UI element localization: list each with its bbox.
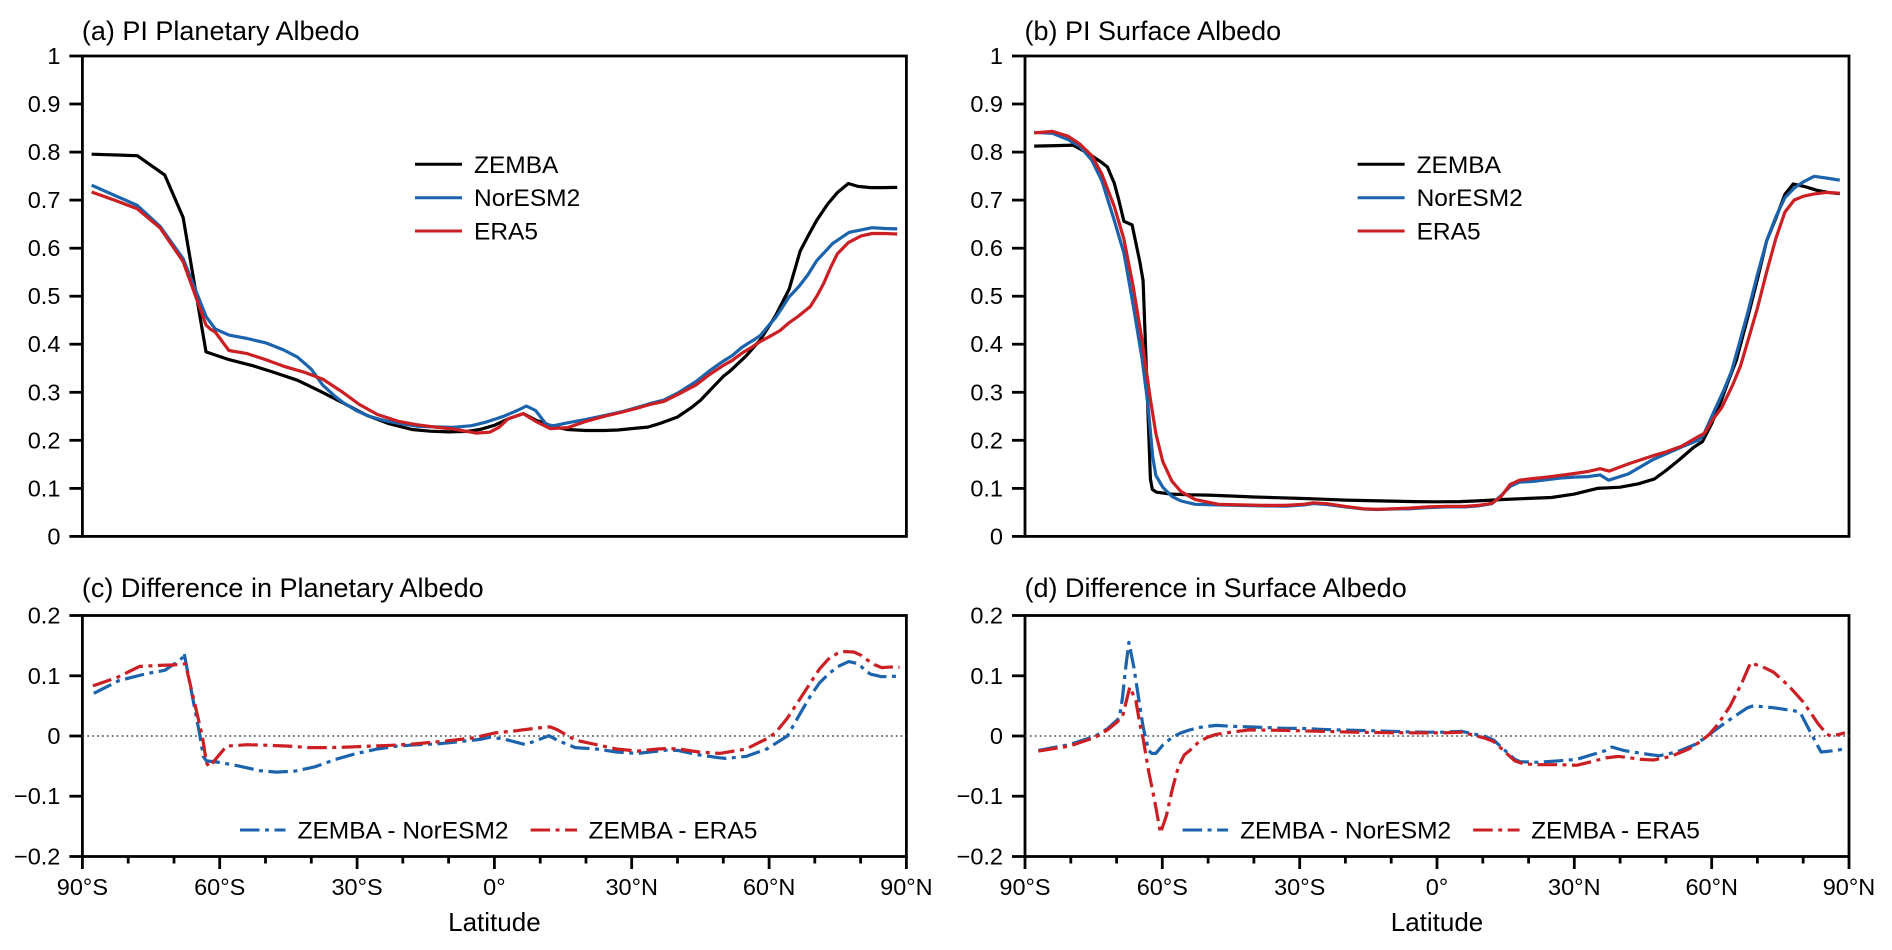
svg-text:0.5: 0.5 [970, 283, 1003, 309]
svg-text:90°S: 90°S [57, 874, 108, 900]
svg-text:90°S: 90°S [999, 874, 1050, 900]
svg-text:0.6: 0.6 [970, 235, 1003, 261]
svg-text:0.8: 0.8 [28, 139, 61, 165]
svg-text:0.9: 0.9 [970, 91, 1003, 117]
svg-text:ZEMBA: ZEMBA [1417, 152, 1502, 179]
svg-text:0: 0 [990, 523, 1003, 549]
svg-text:(c) Difference in Planetary Al: (c) Difference in Planetary Albedo [82, 573, 484, 603]
svg-text:0°: 0° [1426, 874, 1448, 900]
svg-text:0.1: 0.1 [28, 663, 61, 689]
svg-text:0.2: 0.2 [970, 603, 1003, 629]
svg-text:ZEMBA: ZEMBA [474, 152, 559, 179]
svg-text:ZEMBA - NorESM2: ZEMBA - NorESM2 [1240, 818, 1451, 845]
svg-text:0.8: 0.8 [970, 139, 1003, 165]
svg-text:NorESM2: NorESM2 [1417, 185, 1523, 212]
svg-text:ERA5: ERA5 [474, 219, 538, 246]
svg-text:0: 0 [990, 723, 1003, 749]
svg-text:0.3: 0.3 [28, 379, 61, 405]
svg-text:−0.1: −0.1 [14, 783, 60, 809]
svg-text:0: 0 [47, 723, 60, 749]
svg-text:(a) PI Planetary Albedo: (a) PI Planetary Albedo [82, 16, 360, 46]
svg-text:ZEMBA - NorESM2: ZEMBA - NorESM2 [298, 818, 509, 845]
svg-text:0°: 0° [483, 874, 505, 900]
svg-text:60°S: 60°S [194, 874, 245, 900]
svg-text:30°S: 30°S [331, 874, 382, 900]
svg-text:30°N: 30°N [605, 874, 658, 900]
svg-text:0.3: 0.3 [970, 379, 1003, 405]
svg-text:0.6: 0.6 [28, 235, 61, 261]
svg-text:1: 1 [47, 43, 60, 69]
svg-text:−0.1: −0.1 [957, 783, 1003, 809]
svg-text:ZEMBA - ERA5: ZEMBA - ERA5 [1531, 818, 1700, 845]
svg-text:30°N: 30°N [1548, 874, 1601, 900]
svg-text:(d) Difference in Surface Albe: (d) Difference in Surface Albedo [1025, 573, 1407, 603]
svg-text:0.5: 0.5 [28, 283, 61, 309]
svg-text:−0.2: −0.2 [957, 844, 1003, 870]
svg-text:0.2: 0.2 [28, 427, 61, 453]
svg-text:−0.2: −0.2 [14, 844, 60, 870]
svg-text:0.7: 0.7 [28, 187, 61, 213]
svg-text:0.4: 0.4 [970, 331, 1003, 357]
svg-text:0.1: 0.1 [970, 663, 1003, 689]
svg-text:1: 1 [990, 43, 1003, 69]
svg-text:90°N: 90°N [1823, 874, 1876, 900]
svg-text:0: 0 [47, 523, 60, 549]
svg-text:60°S: 60°S [1137, 874, 1188, 900]
svg-text:ERA5: ERA5 [1417, 219, 1481, 246]
svg-text:0.9: 0.9 [28, 91, 61, 117]
svg-text:60°N: 60°N [1685, 874, 1738, 900]
svg-text:0.7: 0.7 [970, 187, 1003, 213]
svg-text:0.4: 0.4 [28, 331, 61, 357]
svg-text:ZEMBA - ERA5: ZEMBA - ERA5 [589, 818, 758, 845]
svg-text:0.2: 0.2 [28, 603, 61, 629]
svg-text:90°N: 90°N [880, 874, 933, 900]
svg-text:0.2: 0.2 [970, 427, 1003, 453]
svg-text:0.1: 0.1 [970, 475, 1003, 501]
svg-text:0.1: 0.1 [28, 475, 61, 501]
svg-text:Latitude: Latitude [1391, 907, 1484, 937]
svg-text:(b) PI Surface Albedo: (b) PI Surface Albedo [1025, 16, 1282, 46]
svg-text:60°N: 60°N [743, 874, 796, 900]
svg-text:NorESM2: NorESM2 [474, 185, 580, 212]
svg-text:30°S: 30°S [1274, 874, 1325, 900]
svg-text:Latitude: Latitude [448, 907, 541, 937]
